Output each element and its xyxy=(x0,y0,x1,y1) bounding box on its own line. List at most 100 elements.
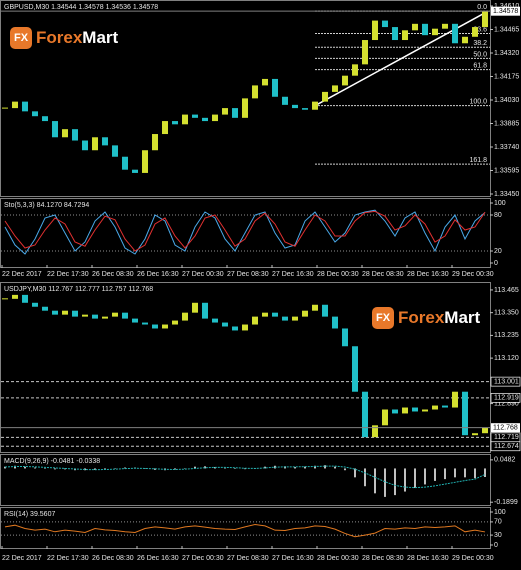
macd-bar xyxy=(24,466,26,469)
candle xyxy=(412,23,418,31)
candle xyxy=(82,140,88,151)
candle xyxy=(122,156,128,170)
macd-bar xyxy=(44,468,46,469)
price-level-box xyxy=(490,441,521,452)
logo-brand: Forex xyxy=(398,308,445,327)
macd-bar xyxy=(144,468,146,469)
candle xyxy=(82,314,88,317)
x-tick-label: 26 Dec 16:30 xyxy=(137,271,179,278)
candle xyxy=(132,318,138,323)
candle xyxy=(432,405,438,410)
candle xyxy=(242,324,248,331)
candle xyxy=(232,326,238,331)
candle xyxy=(112,312,118,317)
y-tick-label: 1.33595 xyxy=(494,167,519,174)
last-price-label: 1.34578 xyxy=(493,8,518,15)
candle xyxy=(162,324,168,329)
candle xyxy=(12,294,18,299)
candle xyxy=(202,117,208,122)
candle xyxy=(152,134,158,151)
macd-bar xyxy=(364,468,366,487)
candle xyxy=(92,314,98,319)
macd-bar xyxy=(224,467,226,469)
x-tick-label: 28 Dec 16:30 xyxy=(407,271,449,278)
y-tick-label: 30 xyxy=(494,532,502,539)
candle xyxy=(212,318,218,323)
candle xyxy=(482,427,488,434)
y-tick-label: 0.0482 xyxy=(494,457,516,464)
macd-bar xyxy=(384,468,386,497)
macd-bar xyxy=(194,466,196,469)
logo-mark: FX xyxy=(14,32,29,44)
candle xyxy=(442,405,448,408)
x-tick-label: 26 Dec 08:30 xyxy=(92,555,134,562)
candle xyxy=(2,107,8,109)
candle xyxy=(152,324,158,329)
macd-bar xyxy=(244,468,246,470)
x-tick-label: 27 Dec 08:30 xyxy=(227,555,269,562)
macd-bar xyxy=(464,468,466,478)
x-tick-label: 28 Dec 08:30 xyxy=(362,271,404,278)
logo-text: ForexMart xyxy=(36,28,119,47)
candle xyxy=(222,108,228,115)
last-price-box xyxy=(491,423,520,433)
candle xyxy=(472,433,478,436)
y-tick-label: 0 xyxy=(494,260,498,267)
fib-label: 0.0 xyxy=(477,4,487,11)
macd-bar xyxy=(114,468,116,469)
panel-title: MACD(9,26,9) -0.0481 -0.0338 xyxy=(4,458,100,465)
fib-label: 23.6 xyxy=(473,26,487,33)
y-tick-label: 100 xyxy=(494,509,506,516)
logo: FX ForexMart xyxy=(10,27,119,49)
candle xyxy=(442,23,448,29)
candle xyxy=(302,310,308,317)
macd-bar xyxy=(424,468,426,485)
y-tick-label: 113.235 xyxy=(494,332,519,339)
candle xyxy=(202,302,208,319)
candle xyxy=(372,425,378,438)
candle xyxy=(72,129,78,141)
candle xyxy=(342,328,348,347)
candle xyxy=(272,312,278,317)
candle xyxy=(362,40,368,65)
fib-label: 61.8 xyxy=(473,62,487,69)
candle xyxy=(382,20,388,28)
panel-title: GBPUSD,M30 1.34544 1.34578 1.34536 1.345… xyxy=(4,4,158,11)
panel-title: USDJPY,M30 112.767 112.777 112.757 112.7… xyxy=(4,286,153,293)
macd-bar xyxy=(14,465,16,469)
candle xyxy=(362,391,368,438)
candle xyxy=(182,114,188,125)
y-tick-label: 1.34465 xyxy=(494,26,519,33)
price-level-label: 112.919 xyxy=(494,395,519,402)
candle xyxy=(102,316,108,319)
logo-text: ForexMart xyxy=(398,308,481,327)
price-level-box xyxy=(490,376,521,387)
x-tick-label: 22 Dec 17:30 xyxy=(47,555,89,562)
candle xyxy=(2,298,8,300)
macd-signal xyxy=(4,465,486,489)
candle xyxy=(212,114,218,122)
fib-label: 38.2 xyxy=(473,40,487,47)
macd-bar xyxy=(394,468,396,496)
y-tick-label: 1.33885 xyxy=(494,120,519,127)
logo-brand: Mart xyxy=(82,28,118,47)
panel-frame xyxy=(0,198,491,268)
x-tick-label: 28 Dec 08:30 xyxy=(362,555,404,562)
candle xyxy=(462,391,468,436)
candle xyxy=(352,346,358,392)
panel-title: RSI(14) 39.5607 xyxy=(4,511,55,518)
trend-line xyxy=(314,10,489,107)
panel-frame xyxy=(0,282,491,453)
candle xyxy=(22,294,28,303)
x-tick-label: 22 Dec 2017 xyxy=(2,555,42,562)
candle xyxy=(282,316,288,321)
candle xyxy=(62,129,68,138)
logo-icon xyxy=(10,27,32,49)
candle xyxy=(272,78,278,97)
y-tick-label: 20 xyxy=(494,248,502,255)
y-tick-label: 1.33740 xyxy=(494,144,519,151)
x-tick-label: 29 Dec 00:30 xyxy=(452,555,494,562)
macd-bar xyxy=(474,468,476,479)
